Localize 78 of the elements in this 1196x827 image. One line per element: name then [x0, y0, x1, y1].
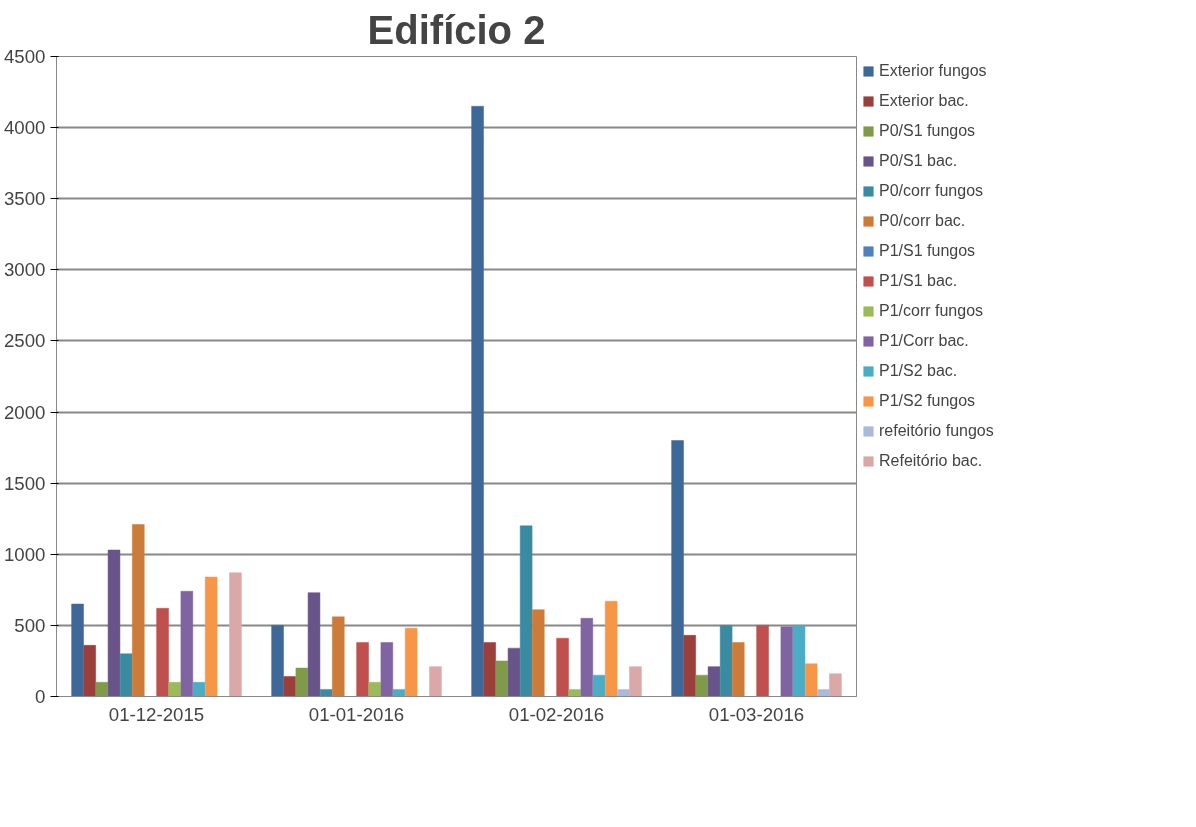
y-tick-label: 500 [14, 614, 46, 636]
bar [804, 663, 818, 697]
y-tick-label: 3500 [4, 188, 46, 210]
bar [556, 637, 569, 697]
bar [471, 106, 484, 697]
bar [95, 682, 109, 697]
bar [192, 682, 206, 697]
bar [156, 608, 169, 697]
legend-label: P1/S2 fungos [879, 392, 976, 410]
bar [107, 549, 121, 697]
bar [119, 653, 133, 697]
bar [380, 642, 394, 697]
legend-label: refeitório fungos [879, 422, 994, 440]
legend-label: P1/S2 bac. [879, 362, 958, 380]
y-tick-label: 4000 [4, 117, 46, 139]
bar [592, 674, 606, 697]
bar [604, 600, 618, 697]
bar [204, 576, 218, 697]
y-tick-label: 1000 [4, 543, 46, 565]
y-tick-label: 0 [35, 686, 46, 707]
legend-label: P1/Corr bac. [879, 332, 969, 350]
bar [792, 625, 806, 697]
bar [307, 592, 321, 697]
bar [168, 682, 181, 697]
chart-title: Edifício 2 [367, 7, 546, 52]
legend-label: P1/S1 bac. [879, 272, 958, 290]
legend-label: P1/S1 fungos [879, 242, 976, 260]
y-tick-label: 2000 [4, 401, 46, 423]
bar [404, 627, 418, 697]
legend-label: Exterior bac. [879, 92, 969, 110]
bar [817, 689, 830, 697]
bar [629, 666, 642, 697]
bar [695, 674, 709, 697]
legend-label: P0/S1 fungos [879, 122, 976, 140]
bar [671, 440, 684, 697]
bar [719, 625, 733, 697]
y-tick-label: 2500 [4, 330, 46, 352]
bar [483, 642, 496, 697]
x-tick-label: 01-12-2015 [108, 703, 205, 725]
y-tick-label: 4500 [4, 46, 46, 67]
bar [368, 682, 381, 697]
x-tick-label: 01-03-2016 [708, 703, 805, 725]
bar [229, 572, 242, 697]
legend-label: P0/corr bac. [879, 212, 966, 230]
bar [71, 603, 84, 697]
bar [295, 667, 309, 697]
bar [271, 625, 284, 697]
bar [429, 666, 442, 697]
bar [495, 660, 509, 697]
bar [507, 647, 521, 697]
legend-label: P0/corr fungos [879, 182, 984, 200]
legend-label: Refeitório bac. [879, 452, 983, 470]
bar [332, 616, 345, 697]
x-tick-label: 01-02-2016 [508, 703, 605, 725]
legend-label: P0/S1 bac. [879, 152, 958, 170]
bar [617, 689, 630, 697]
bar [580, 618, 594, 697]
bar [180, 591, 194, 697]
bar [568, 689, 581, 697]
legend-label: P1/corr fungos [879, 302, 984, 320]
bar [319, 689, 333, 697]
bar [780, 626, 794, 697]
x-tick-label: 01-01-2016 [308, 703, 405, 725]
bar [283, 676, 296, 697]
bar [132, 524, 145, 697]
bar [532, 609, 545, 697]
bar [732, 642, 745, 697]
bar [683, 635, 696, 697]
bar [756, 625, 769, 697]
bar [83, 645, 96, 697]
y-tick-label: 1500 [4, 472, 46, 494]
bar [356, 642, 369, 697]
y-tick-label: 3000 [4, 259, 46, 281]
bar [707, 666, 721, 697]
legend-label: Exterior fungos [879, 62, 987, 80]
bar [829, 673, 842, 697]
bar [392, 689, 406, 697]
bar [519, 525, 533, 697]
